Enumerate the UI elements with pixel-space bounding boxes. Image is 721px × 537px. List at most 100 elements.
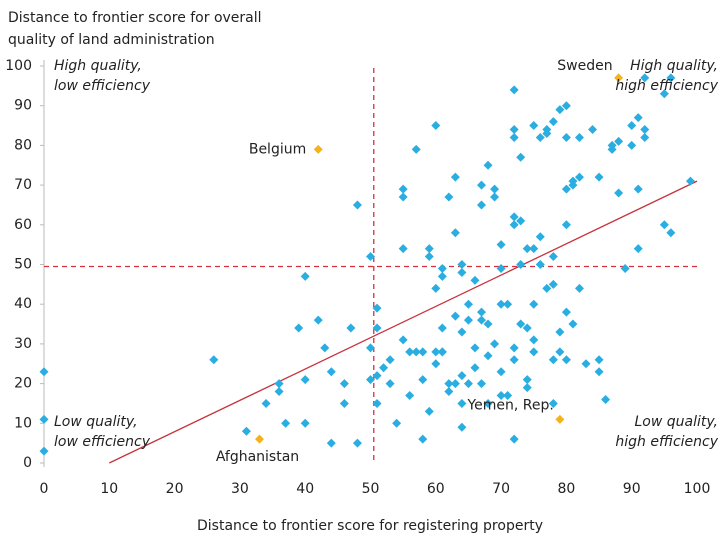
point <box>326 367 336 377</box>
x-axis-label: Distance to frontier score for registeri… <box>197 518 543 534</box>
point <box>411 347 421 357</box>
x-tick-label: 20 <box>166 481 184 497</box>
point <box>444 192 454 202</box>
point <box>522 244 532 254</box>
quadrant-label: Low quality, <box>634 414 718 430</box>
point <box>529 121 539 131</box>
point <box>548 252 558 262</box>
point <box>548 355 558 365</box>
point <box>431 283 441 293</box>
point <box>261 398 271 408</box>
point <box>346 323 356 333</box>
point <box>477 180 487 190</box>
point <box>542 128 552 138</box>
point <box>450 379 460 389</box>
point <box>574 283 584 293</box>
point <box>529 335 539 345</box>
point <box>509 355 519 365</box>
point <box>398 335 408 345</box>
point <box>444 379 454 389</box>
y-axis-label: quality of land administration <box>8 32 215 48</box>
point <box>685 176 695 186</box>
point <box>509 132 519 142</box>
point <box>372 323 382 333</box>
y-tick-label: 60 <box>14 217 32 233</box>
point <box>620 263 630 273</box>
point <box>424 406 434 416</box>
quadrant-label: low efficiency <box>54 434 151 450</box>
point <box>418 434 428 444</box>
point <box>431 121 441 131</box>
point <box>640 132 650 142</box>
point <box>463 379 473 389</box>
highlight-point <box>254 434 264 444</box>
point <box>366 252 375 262</box>
x-tick-label: 50 <box>362 481 380 497</box>
y-tick-label: 20 <box>14 376 32 392</box>
point <box>39 367 49 377</box>
x-tick-label: 80 <box>557 481 575 497</box>
point <box>607 144 617 154</box>
point <box>470 363 480 373</box>
point <box>483 160 493 170</box>
point <box>490 184 500 194</box>
point <box>516 216 526 226</box>
point <box>398 192 408 202</box>
point <box>457 398 467 408</box>
point <box>320 343 330 353</box>
point <box>241 426 251 436</box>
point <box>555 347 565 357</box>
point <box>640 73 650 83</box>
point <box>529 244 539 254</box>
point-label: Belgium <box>249 141 306 157</box>
point <box>561 220 571 230</box>
point <box>431 347 441 357</box>
point <box>490 192 500 202</box>
point <box>561 184 571 194</box>
highlight-point <box>313 144 323 154</box>
point <box>548 398 558 408</box>
point-label: Yemen, Rep. <box>466 397 553 413</box>
x-tick-label: 100 <box>684 481 711 497</box>
point <box>594 355 604 365</box>
point <box>535 132 545 142</box>
point <box>339 379 349 389</box>
point <box>300 418 310 428</box>
point <box>366 343 375 353</box>
point <box>561 355 571 365</box>
quadrant-label: high efficiency <box>615 434 718 450</box>
y-tick-label: 70 <box>14 177 32 193</box>
point <box>379 363 389 373</box>
point <box>405 347 415 357</box>
point <box>548 117 558 127</box>
point <box>614 136 624 146</box>
point <box>418 375 428 385</box>
point <box>666 228 676 238</box>
point <box>352 200 362 210</box>
quadrant-label: Low quality, <box>54 414 138 430</box>
point <box>366 375 375 385</box>
point <box>509 343 519 353</box>
point <box>509 434 519 444</box>
point <box>496 263 506 273</box>
point <box>424 252 434 262</box>
point <box>594 172 604 182</box>
point <box>372 303 382 313</box>
point <box>477 200 487 210</box>
x-tick-label: 70 <box>492 481 510 497</box>
point <box>588 125 598 135</box>
point <box>633 244 643 254</box>
highlight-point <box>555 414 565 424</box>
quadrant-label: high efficiency <box>615 78 718 94</box>
y-tick-label: 30 <box>14 336 32 352</box>
x-tick-label: 90 <box>623 481 641 497</box>
point <box>457 327 467 337</box>
point <box>516 152 526 162</box>
point <box>614 188 624 198</box>
quadrant-label: High quality, <box>630 58 718 74</box>
point <box>568 176 578 186</box>
point <box>437 347 447 357</box>
point <box>352 438 362 448</box>
x-tick-label: 40 <box>296 481 314 497</box>
